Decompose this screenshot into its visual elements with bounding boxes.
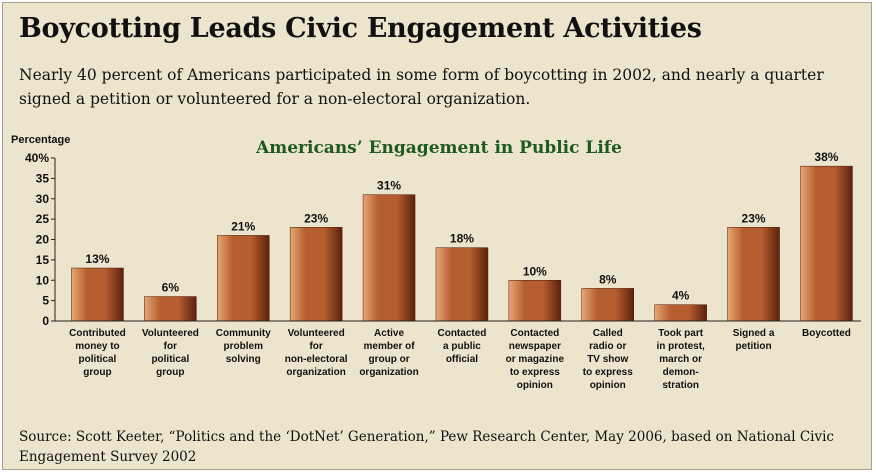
bar xyxy=(71,267,124,322)
bar-value-label: 21% xyxy=(231,219,255,233)
bar-value-label: 18% xyxy=(450,232,474,246)
bar xyxy=(362,194,416,322)
bar-value-label: 8% xyxy=(599,272,617,286)
y-axis-label: Percentage xyxy=(11,134,70,146)
y-tick-label: 20 xyxy=(36,233,50,247)
y-tick-label: 15 xyxy=(36,253,50,267)
bar-value-label: 31% xyxy=(377,179,401,193)
y-axis: 0 5 10 15 20 25 30 35 40% xyxy=(25,151,56,328)
bar xyxy=(435,247,489,322)
bar-value-label: 4% xyxy=(672,289,690,303)
bar-value-label: 10% xyxy=(523,264,547,278)
category-label: Contributed money to political group xyxy=(69,328,126,378)
category-label: Volunteered for political group xyxy=(142,328,199,378)
chart-title: Americans’ Engagement in Public Life xyxy=(255,138,622,158)
category-label: Active member of group or organization xyxy=(359,328,418,378)
y-tick-label: 35 xyxy=(36,171,50,185)
y-tick-label: 10 xyxy=(36,273,50,287)
bar xyxy=(144,296,197,322)
bar-chart: Americans’ Engagement in Public Life Per… xyxy=(11,134,861,391)
bar xyxy=(289,227,343,322)
bar xyxy=(800,165,853,322)
bar-value-label: 38% xyxy=(814,150,838,164)
bar xyxy=(508,280,562,322)
bar-value-label: 23% xyxy=(742,211,766,225)
bars: 13% 6% 21% 23% 31% 18% 10% 8% 4% 23% 38% xyxy=(55,150,861,322)
x-axis-labels: Contributed money to political group Volunte… xyxy=(69,328,851,391)
y-tick-label: 5 xyxy=(42,294,49,308)
category-label: Contacted newspaper or magazine to express o… xyxy=(506,328,565,391)
category-label: Community problem solving xyxy=(216,328,271,365)
category-label: Contacted a public official xyxy=(437,328,486,365)
category-label: Called radio or TV show to express opinion xyxy=(583,328,633,391)
bar xyxy=(727,227,780,322)
y-tick-label: 30 xyxy=(36,192,50,206)
category-label: Signed a petition xyxy=(733,328,775,352)
source-note: Source: Scott Keeter, “Politics and the … xyxy=(19,429,834,465)
y-tick-label: 0 xyxy=(42,314,49,328)
category-label: Boycotted xyxy=(802,328,851,339)
bar-value-label: 23% xyxy=(304,211,328,225)
subheadline: Nearly 40 percent of Americans participa… xyxy=(19,66,824,108)
category-label: Took part in protest, march or demon-strati… xyxy=(656,328,705,391)
bar xyxy=(217,235,270,322)
bar xyxy=(654,304,707,322)
y-tick-label: 25 xyxy=(36,212,50,226)
bar-value-label: 13% xyxy=(85,252,109,266)
y-tick-label: 40% xyxy=(25,151,49,165)
bar-value-label: 6% xyxy=(162,281,180,295)
headline: Boycotting Leads Civic Engagement Activi… xyxy=(19,13,702,44)
category-label: Volunteered for non-electoral organization xyxy=(285,328,348,378)
bar xyxy=(581,288,634,322)
